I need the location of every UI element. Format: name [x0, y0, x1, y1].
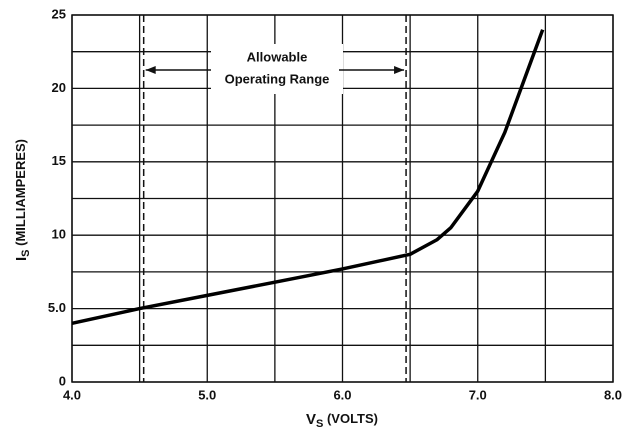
annotation-text: Allowable [247, 49, 308, 64]
x-tick-label: 7.0 [469, 387, 487, 402]
line-series [71, 29, 545, 325]
arrowhead [145, 66, 156, 74]
y-tick-label: 10 [52, 227, 66, 242]
x-axis-label: VS (VOLTS) [306, 411, 378, 430]
y-axis-label: IS (MILLIAMPERES) [13, 139, 32, 261]
x-tick-label: 6.0 [333, 387, 351, 402]
y-tick-label: 0 [59, 373, 66, 388]
annotation-box [211, 44, 343, 94]
arrowhead [394, 66, 405, 74]
x-tick-label: 5.0 [198, 387, 216, 402]
y-label-symbol: I [13, 257, 30, 261]
x-label-subscript: S [316, 418, 323, 430]
annotation-text: Operating Range [225, 71, 330, 86]
x-label-symbol: V [306, 411, 316, 428]
y-tick-label: 15 [52, 153, 66, 168]
y-tick-label: 5.0 [48, 300, 66, 315]
y-label-subscript: S [20, 249, 32, 256]
y-tick-label: 25 [52, 6, 66, 21]
y-label-text: (MILLIAMPERES) [13, 139, 28, 250]
x-tick-label: 4.0 [63, 387, 81, 402]
y-tick-label: 20 [52, 80, 66, 95]
x-tick-label: 8.0 [604, 387, 622, 402]
x-label-text: (VOLTS) [323, 411, 378, 426]
